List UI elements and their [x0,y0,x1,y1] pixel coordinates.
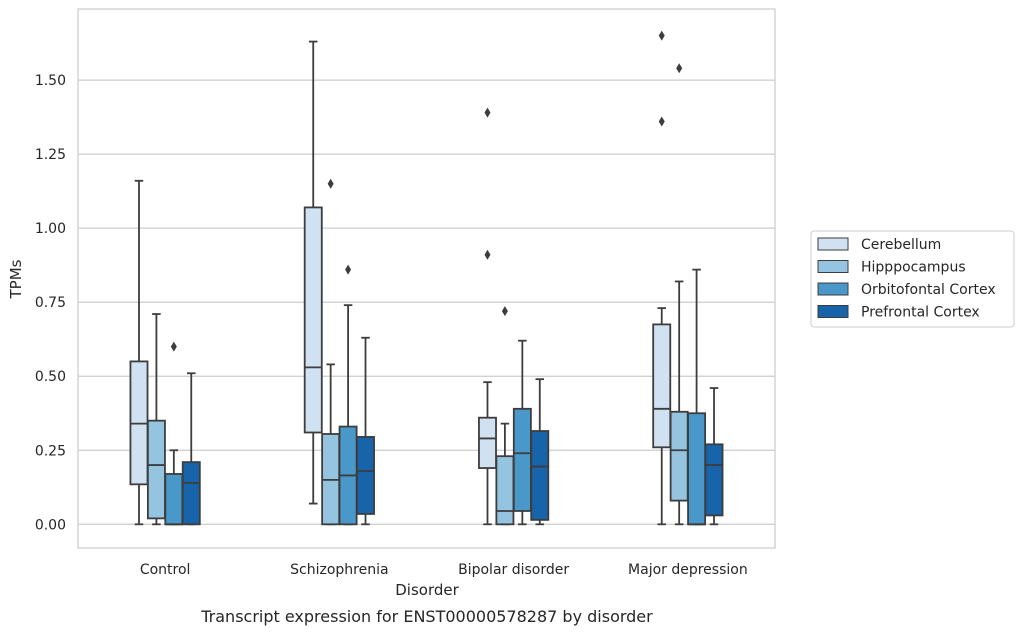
plot-frame [77,8,776,549]
figure-caption: Transcript expression for ENST0000057828… [200,607,653,626]
box-hipppocampus [495,306,515,526]
x-tick-label: Major depression [628,562,748,578]
outlier-point [484,249,491,260]
box-body [652,323,672,449]
box-orbitofontal-cortex [687,268,707,526]
outlier-point [676,63,683,74]
box-body [704,443,724,517]
y-tick-label: 1.00 [35,221,66,237]
y-tick-labels: 0.00 0.25 0.50 0.75 1.00 1.25 1.50 [35,73,66,533]
legend-label: Prefrontal Cortex [861,305,980,321]
outlier-point [484,107,491,118]
y-tick-label: 1.25 [35,147,66,163]
y-tick-label: 0.00 [35,517,66,533]
outlier-point [501,306,508,317]
box-prefrontal-cortex [704,387,724,526]
box-body [303,206,323,434]
outlier-point [658,116,665,127]
legend-label: Hipppocampus [861,260,966,276]
box-body [478,416,497,469]
legend-swatch [817,282,849,296]
box-body [181,461,201,526]
box-body [356,436,375,515]
x-tick-labels: Control Schizophrenia Bipolar disorder Majo… [140,562,748,578]
box-cerebellum [478,107,497,526]
legend-frame [810,230,1015,328]
box-body [669,410,689,502]
box-hipppocampus [146,313,166,526]
x-tick-label: Control [140,562,191,578]
x-tick-label: Schizophrenia [290,562,388,578]
box-body [146,419,166,520]
legend: Cerebellum Hipppocampus Orbitofontal Corte… [810,230,1015,328]
x-axis-label: Disorder [395,581,459,599]
box-cerebellum [129,179,149,526]
box-body [530,430,550,521]
outlier-point [170,341,177,352]
box-cerebellum [652,30,672,526]
y-tick-label: 1.50 [35,73,66,89]
outlier-point [658,30,665,41]
outlier-point [345,264,352,275]
legend-swatch [817,260,849,273]
y-tick-label: 0.25 [35,443,66,459]
box-hipppocampus [321,178,341,526]
y-gridlines [78,79,775,525]
box-body [512,407,532,512]
box-prefrontal-cortex [530,378,550,526]
box-body [495,455,515,526]
y-axis-label: TPMs [7,259,25,299]
box-cerebellum [303,40,323,505]
x-tick-label: Bipolar disorder [458,562,569,578]
legend-label: Cerebellum [861,237,941,253]
box-series [129,30,724,526]
legend-label: Orbitofontal Cortex [861,282,996,298]
box-orbitofontal-cortex [338,264,358,526]
box-body [687,412,707,526]
legend-swatch [817,237,849,251]
outlier-point [327,178,334,189]
y-tick-label: 0.75 [35,295,66,311]
legend-swatch [817,305,849,318]
box-orbitofontal-cortex [164,341,184,526]
y-tick-label: 0.50 [35,369,66,385]
box-prefrontal-cortex [356,336,375,526]
box-hipppocampus [669,63,689,526]
box-orbitofontal-cortex [512,339,532,526]
box-body [164,473,184,526]
box-prefrontal-cortex [181,372,201,526]
